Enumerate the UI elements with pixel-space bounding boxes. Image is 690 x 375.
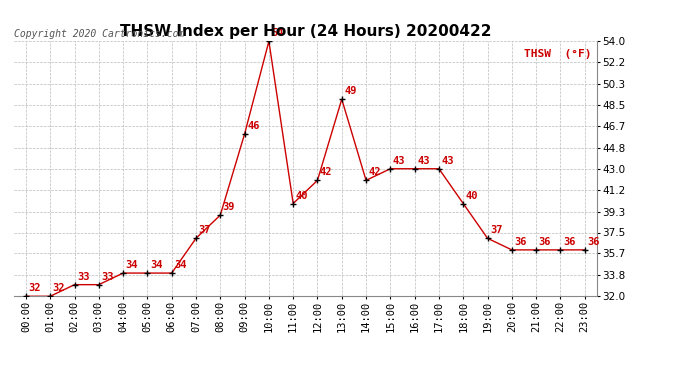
Text: 42: 42 [320,168,333,177]
Text: Copyright 2020 Cartronics.com: Copyright 2020 Cartronics.com [14,29,184,39]
Text: 49: 49 [344,86,357,96]
Text: 43: 43 [442,156,454,166]
Text: 39: 39 [223,202,235,212]
Text: 40: 40 [295,190,308,201]
Text: 37: 37 [199,225,211,236]
Text: THSW  (°F): THSW (°F) [524,49,591,59]
Text: 32: 32 [52,284,65,293]
Text: 34: 34 [150,260,162,270]
Text: 32: 32 [28,284,41,293]
Text: 33: 33 [101,272,114,282]
Text: 54: 54 [271,28,284,38]
Text: 43: 43 [393,156,405,166]
Text: 34: 34 [126,260,138,270]
Text: 46: 46 [247,121,259,131]
Text: 42: 42 [368,168,381,177]
Title: THSW Index per Hour (24 Hours) 20200422: THSW Index per Hour (24 Hours) 20200422 [119,24,491,39]
Text: 36: 36 [563,237,575,247]
Text: 37: 37 [490,225,502,236]
Text: 43: 43 [417,156,430,166]
Text: 34: 34 [174,260,186,270]
Text: 36: 36 [514,237,526,247]
Text: 40: 40 [466,190,478,201]
Text: 33: 33 [77,272,90,282]
Text: 36: 36 [539,237,551,247]
Text: 36: 36 [587,237,600,247]
